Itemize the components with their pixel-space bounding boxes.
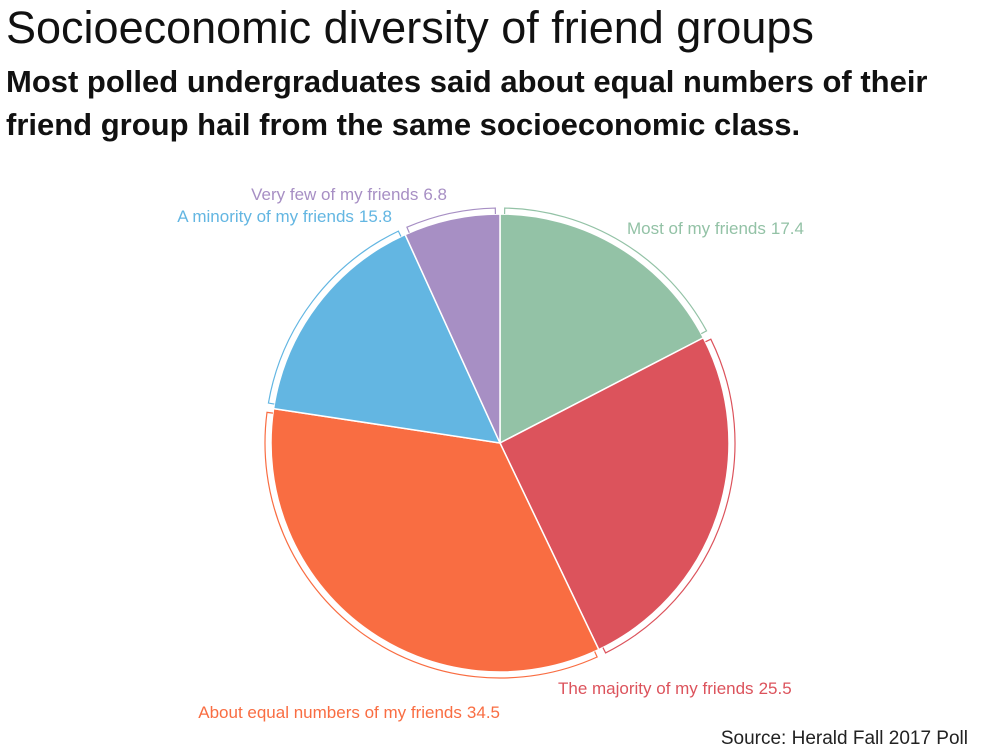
label-bracket — [503, 207, 708, 335]
data-label: Most of my friends 17.4 — [627, 219, 804, 238]
data-label: About equal numbers of my friends 34.5 — [198, 703, 500, 722]
category-label: The majority of my friends — [558, 679, 754, 698]
value-label: 15.8 — [359, 207, 392, 226]
chart-title: Socioeconomic diversity of friend groups — [6, 2, 814, 53]
label-bracket — [602, 338, 736, 654]
pie-slice — [404, 213, 501, 444]
pie-slice — [499, 213, 705, 445]
data-label: Very few of my friends 6.8 — [251, 185, 447, 204]
value-label: 34.5 — [467, 703, 500, 722]
value-label: 25.5 — [759, 679, 792, 698]
label-bracket — [406, 207, 497, 233]
category-label: Very few of my friends — [251, 185, 418, 204]
pie-slice — [499, 336, 730, 651]
value-label: 6.8 — [423, 185, 447, 204]
category-label: Most of my friends — [627, 219, 766, 238]
data-label: A minority of my friends 15.8 — [177, 207, 392, 226]
category-label: A minority of my friends — [177, 207, 354, 226]
category-label: About equal numbers of my friends — [198, 703, 462, 722]
chart-subtitle: Most polled undergraduates said about eq… — [6, 64, 928, 142]
label-bracket — [264, 411, 598, 679]
pie-slice — [272, 233, 502, 444]
value-label: 17.4 — [771, 219, 804, 238]
pie-slice — [270, 407, 600, 673]
source: Source: Herald Fall 2017 Poll — [720, 728, 968, 749]
label-bracket — [267, 230, 402, 405]
data-label: The majority of my friends 25.5 — [558, 679, 792, 698]
